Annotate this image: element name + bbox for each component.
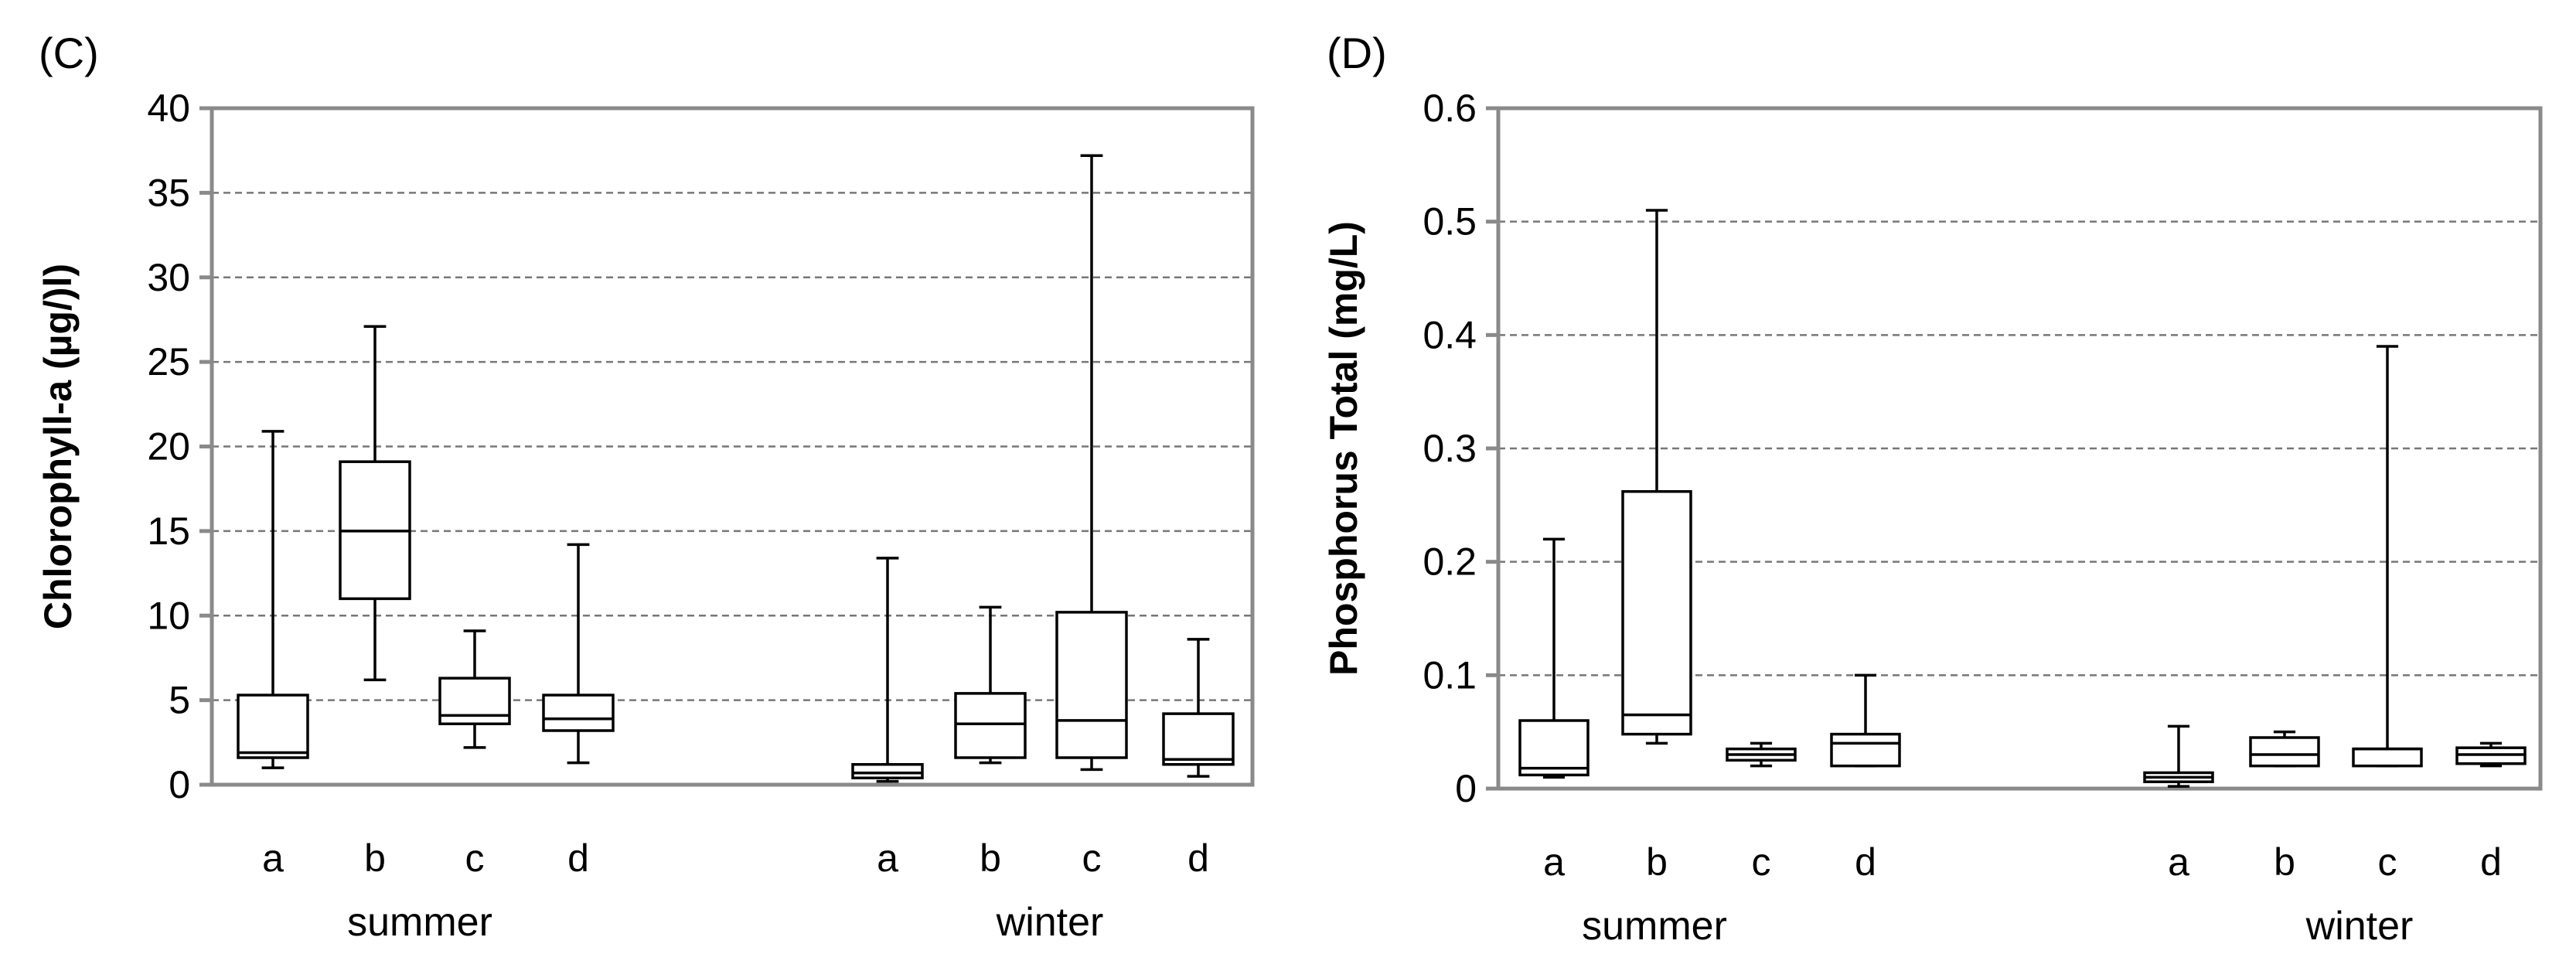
panel-1-y-tick-label: 0.1 — [1423, 653, 1477, 697]
panel-0-winter-d-category-label: d — [1187, 837, 1209, 880]
panel-0-winter-a-box — [851, 763, 924, 779]
panel-0-summer-c-category-label: c — [465, 837, 485, 880]
panel-1-panel-label: (D) — [1327, 29, 1387, 77]
panel-1-y-tick-label: 0.5 — [1423, 200, 1477, 244]
panel-0-winter-a-category-label: a — [877, 837, 898, 880]
panel-0-y-tick-label: 10 — [147, 594, 190, 637]
panel-1-y-tick-label: 0.3 — [1423, 427, 1477, 470]
panel-1-y-tick-label: 0.4 — [1423, 313, 1477, 356]
panel-0-summer-c-box — [438, 676, 511, 725]
panel-0-y-tick-label: 30 — [147, 256, 190, 299]
panel-1-summer-b-category-label: b — [1646, 840, 1668, 884]
panel-0-winter-b-box — [954, 692, 1027, 759]
panel-0-y-tick-label: 35 — [147, 171, 190, 214]
panel-1-y-axis-label: Phosphorus Total (mg/L) — [1322, 221, 1365, 676]
panel-0-winter-d-box — [1162, 712, 1235, 766]
panel-0-plot-area — [210, 106, 1255, 787]
panel-0-y-tick-label: 15 — [147, 509, 190, 553]
panel-1-summer-a-category-label: a — [1543, 840, 1565, 884]
panel-0-winter-b-category-label: b — [980, 837, 1001, 880]
panel-0-y-axis-label: Chlorophyll-a (µg/)l) — [36, 264, 80, 629]
panel-0-summer-a-box — [237, 693, 309, 759]
panel-1-summer-a-box — [1518, 719, 1590, 777]
panel-0-summer-a-category-label: a — [262, 837, 284, 880]
panel-1-winter-b-box — [2249, 736, 2320, 768]
panel-1-winter-c-category-label: c — [2378, 840, 2397, 884]
panel-1-group-label-summer: summer — [1582, 904, 1727, 949]
panel-0-summer-d-box — [542, 693, 615, 732]
panel-0-y-tick-label: 20 — [147, 425, 190, 469]
panel-1-summer-d-box — [1830, 732, 1901, 768]
panel-1-winter-c-box — [2352, 747, 2423, 768]
panel-1-winter-a-category-label: a — [2168, 840, 2189, 884]
panel-1-summer-d-category-label: d — [1855, 840, 1876, 884]
panel-1-y-tick-label: 0.6 — [1423, 87, 1477, 130]
panel-0-summer-d-category-label: d — [567, 837, 589, 880]
panel-0-y-tick-label: 5 — [169, 679, 190, 722]
panel-0-y-tick-label: 0 — [169, 763, 190, 806]
panel-1-group-label-winter: winter — [2305, 904, 2414, 949]
panel-0-panel-label: (C) — [39, 29, 99, 77]
panel-0-summer-b-category-label: b — [364, 837, 386, 880]
panel-1-plot-area — [1496, 106, 2543, 791]
panel-0-y-tick-label: 40 — [147, 87, 190, 130]
panel-0-winter-c-box — [1055, 611, 1128, 759]
panel-1-winter-b-category-label: b — [2274, 840, 2295, 884]
panel-1-summer-c-category-label: c — [1752, 840, 1771, 884]
panel-1-winter-d-category-label: d — [2480, 840, 2502, 884]
panel-0-y-tick-label: 25 — [147, 340, 190, 383]
panel-1-y-tick-label: 0.2 — [1423, 540, 1477, 584]
panel-1-summer-b-box — [1621, 489, 1692, 736]
panel-0-group-label-summer: summer — [347, 900, 492, 945]
panel-1-y-tick-label: 0 — [1455, 767, 1477, 810]
panel-0-group-label-winter: winter — [996, 900, 1104, 945]
panel-0-winter-c-category-label: c — [1082, 837, 1102, 880]
